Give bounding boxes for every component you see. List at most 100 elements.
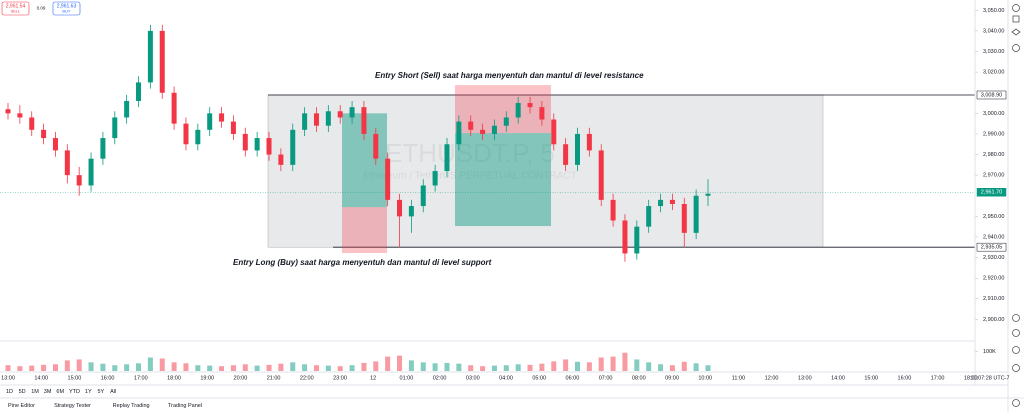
toolbar-icon[interactable]: [1012, 44, 1020, 52]
volume-bar: [159, 358, 165, 371]
x-tick-label: 23:00: [333, 375, 347, 381]
volume-bar: [207, 365, 213, 371]
candle-body: [183, 123, 189, 145]
watermark: ETHUSDT.P, 5: [385, 138, 555, 168]
watermark-subtitle: Ethereum / TetherUS PERPETUAL CONTRACT: [363, 171, 576, 182]
volume-bar: [171, 362, 177, 371]
clock: 10:07:28 UTC-7: [970, 375, 1009, 381]
volume-bar: [183, 363, 189, 371]
y-tick-label: 3,050.00: [983, 8, 1004, 14]
candle-body: [337, 111, 343, 118]
bottom-tab[interactable]: Pine Editor: [8, 403, 35, 409]
bottom-tab[interactable]: Replay Trading: [113, 403, 150, 409]
candle-body: [563, 144, 569, 165]
volume-bar: [527, 364, 533, 371]
buy-price: 2,961.63: [57, 3, 77, 9]
candle-body: [41, 129, 47, 139]
candle-body: [480, 129, 486, 134]
candle-body: [385, 158, 391, 200]
candle-body: [207, 113, 213, 130]
volume-bar: [195, 365, 201, 371]
candle-body: [634, 226, 640, 254]
x-tick-label: 19:00: [200, 375, 214, 381]
toolbar-icon[interactable]: [1012, 364, 1020, 372]
volume-bar: [41, 364, 47, 371]
candle-body: [325, 111, 331, 126]
x-tick-label: 16:00: [101, 375, 115, 381]
toolbar-icon[interactable]: [1012, 329, 1020, 337]
x-tick-label: 01:00: [400, 375, 414, 381]
bottom-tab[interactable]: Trading Panel: [168, 403, 202, 409]
toolbar-icon[interactable]: [1012, 4, 1020, 12]
candle-body: [551, 119, 557, 145]
timeframe-button[interactable]: 3M: [44, 389, 52, 395]
x-tick-label: 20:00: [234, 375, 248, 381]
candle-body: [420, 185, 426, 207]
timeframe-button[interactable]: 1M: [31, 389, 39, 395]
volume-bar: [76, 359, 82, 371]
buy-label: BUY: [62, 9, 71, 14]
x-tick-label: 18:00: [167, 375, 181, 381]
candle-body: [64, 150, 70, 176]
volume-bar: [88, 362, 94, 371]
volume-bar: [230, 365, 236, 371]
volume-bar: [622, 352, 628, 371]
timeframe-button[interactable]: 1D: [6, 389, 13, 395]
timeframe-button[interactable]: 5Y: [98, 389, 105, 395]
buy-button[interactable]: [52, 1, 81, 16]
candle-body: [681, 204, 687, 233]
candle-body: [503, 117, 509, 126]
volume-bar: [64, 360, 70, 371]
sell-button[interactable]: [1, 1, 30, 16]
sell-label: SELL: [11, 9, 22, 14]
candle-body: [669, 199, 675, 204]
volume-bar: [551, 361, 557, 371]
toolbar-icon[interactable]: [1012, 399, 1020, 407]
timeframe-button[interactable]: 5D: [19, 389, 26, 395]
chart: ETHUSDT.P, 5 Ethereum / TetherUS PERPETUA…: [0, 8, 1007, 381]
timeframe-button[interactable]: YTD: [69, 389, 80, 395]
volume-bar: [290, 362, 296, 371]
bottom-tab[interactable]: Strategy Tester: [54, 403, 91, 409]
annotation-long: Entry Long (Buy) saat harga menyentuh da…: [233, 258, 492, 267]
x-tick-label: 12: [370, 375, 376, 381]
candle-body: [266, 138, 272, 155]
volume-bar: [254, 365, 260, 371]
toolbar-icon[interactable]: [1012, 15, 1020, 23]
volume-bar: [420, 362, 426, 371]
price-tag: [976, 90, 1007, 100]
timeframe-button[interactable]: 1Y: [85, 389, 92, 395]
x-tick-label: 14:00: [831, 375, 845, 381]
toolbar-icon[interactable]: [1012, 346, 1020, 354]
candle-body: [195, 129, 201, 145]
volume-bar: [681, 361, 687, 371]
volume-bar: [408, 360, 414, 371]
volume-bar: [100, 363, 106, 371]
volume-bar: [361, 362, 367, 371]
candle-body: [230, 121, 236, 134]
x-tick-label: 08:00: [632, 375, 646, 381]
candle-body: [658, 199, 664, 207]
y-tick-label: 2,930.00: [983, 255, 1004, 261]
volume-bar: [52, 364, 58, 371]
volume-bar: [124, 364, 130, 371]
price-tag: [976, 188, 1007, 197]
x-tick-label: 04:00: [499, 375, 513, 381]
volume-bar: [29, 365, 35, 371]
volume-bar: [705, 365, 711, 371]
candle-body: [491, 125, 497, 134]
volume-bar: [586, 362, 592, 371]
candle-body: [468, 121, 474, 130]
volume-bar: [313, 365, 319, 371]
timeframe-button[interactable]: 6M: [56, 389, 64, 395]
timeframe-button[interactable]: All: [110, 389, 116, 395]
candle-body: [100, 138, 106, 159]
toolbar-icon[interactable]: [1012, 314, 1020, 322]
volume-bar: [563, 359, 569, 371]
right-toolbar: [1011, 4, 1021, 407]
toolbar-icon[interactable]: [1011, 28, 1021, 36]
volume-bar: [385, 356, 391, 371]
volume-tick-label: 100K: [983, 349, 996, 355]
